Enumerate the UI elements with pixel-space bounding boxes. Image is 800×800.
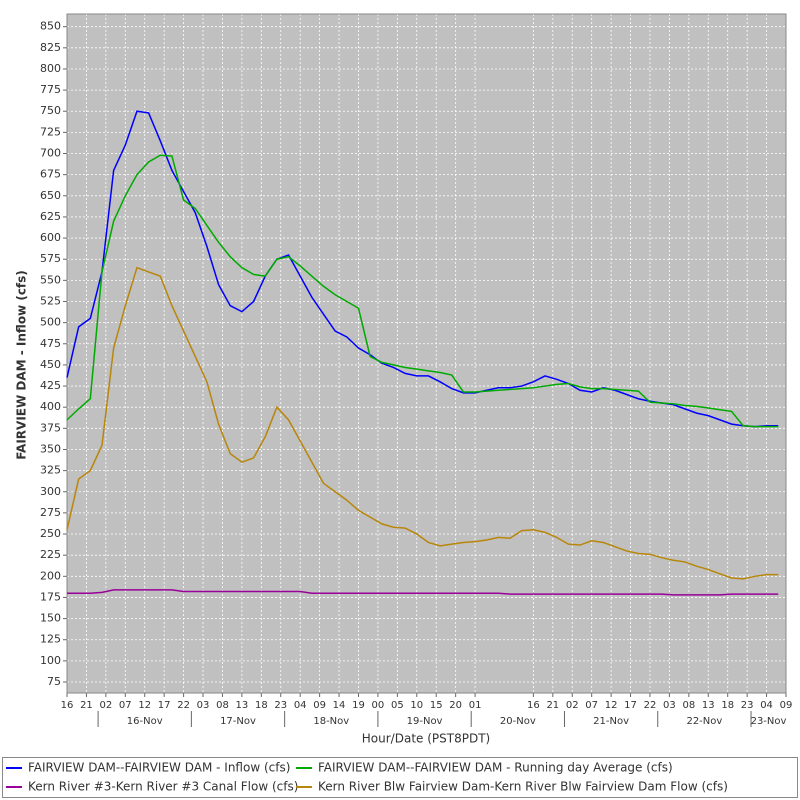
y-tick-label: 325	[40, 464, 61, 477]
date-label: 21-Nov	[593, 716, 629, 727]
y-tick-label: 750	[40, 104, 61, 117]
y-tick-label: 850	[40, 20, 61, 33]
x-tick-label: 07	[585, 700, 598, 711]
x-tick-label: 17	[158, 700, 171, 711]
date-label: 16-Nov	[127, 716, 163, 727]
y-tick-label: 300	[40, 485, 61, 498]
y-axis-title: FAIRVIEW DAM - Inflow (cfs)	[15, 270, 29, 460]
y-tick-label: 425	[40, 379, 61, 392]
x-tick-label: 17	[624, 700, 637, 711]
y-tick-label: 825	[40, 41, 61, 54]
plot-area	[67, 14, 786, 693]
y-tick-label: 775	[40, 83, 61, 96]
x-tick-label: 04	[294, 700, 307, 711]
x-tick-label: 23	[741, 700, 754, 711]
y-tick-label: 575	[40, 252, 61, 265]
x-tick-label: 08	[216, 700, 229, 711]
x-tick-label: 08	[682, 700, 695, 711]
y-tick-label: 700	[40, 147, 61, 160]
x-tick-label: 20	[449, 700, 462, 711]
x-tick-label: 01	[469, 700, 482, 711]
x-tick-label: 09	[313, 700, 326, 711]
x-tick-label: 00	[372, 700, 385, 711]
y-tick-label: 500	[40, 316, 61, 329]
y-tick-label: 275	[40, 506, 61, 519]
y-tick-label: 75	[47, 675, 61, 688]
x-tick-label: 22	[177, 700, 190, 711]
x-tick-label: 22	[644, 700, 657, 711]
y-tick-label: 650	[40, 189, 61, 202]
series-line	[67, 589, 779, 596]
x-tick-label: 09	[780, 700, 793, 711]
x-tick-label: 10	[410, 700, 423, 711]
series-line	[66, 154, 779, 428]
x-tick-label: 03	[197, 700, 210, 711]
x-tick-label: 02	[99, 700, 112, 711]
legend-label: Kern River Blw Fairview Dam-Kern River B…	[318, 780, 728, 794]
y-tick-label: 175	[40, 590, 61, 603]
y-tick-label: 150	[40, 612, 61, 625]
y-tick-label: 225	[40, 548, 61, 561]
y-tick-label: 475	[40, 337, 61, 350]
x-tick-label: 13	[702, 700, 715, 711]
x-tick-label: 13	[236, 700, 249, 711]
y-tick-label: 800	[40, 62, 61, 75]
x-tick-label: 16	[61, 700, 74, 711]
x-tick-label: 23	[274, 700, 287, 711]
x-tick-label: 02	[566, 700, 579, 711]
x-tick-label: 15	[430, 700, 443, 711]
x-tick-label: 12	[138, 700, 151, 711]
y-tick-label: 125	[40, 633, 61, 646]
date-label: 18-Nov	[313, 716, 349, 727]
x-axis-title: Hour/Date (PST8PDT)	[362, 732, 490, 746]
legend	[2, 757, 798, 798]
x-tick-label: 04	[760, 700, 773, 711]
legend-label: FAIRVIEW DAM--FAIRVIEW DAM - Inflow (cfs…	[28, 761, 290, 775]
x-tick-label: 19	[352, 700, 365, 711]
x-tick-label: 18	[255, 700, 268, 711]
y-tick-label: 600	[40, 231, 61, 244]
y-tick-label: 450	[40, 358, 61, 371]
y-tick-label: 675	[40, 168, 61, 181]
x-tick-label: 16	[527, 700, 540, 711]
date-label: 19-Nov	[407, 716, 443, 727]
date-label: 17-Nov	[220, 716, 256, 727]
y-tick-label: 625	[40, 210, 61, 223]
y-tick-label: 200	[40, 569, 61, 582]
series-line	[66, 266, 779, 580]
x-tick-label: 05	[391, 700, 404, 711]
x-tick-label: 21	[546, 700, 559, 711]
legend-label: Kern River #3-Kern River #3 Canal Flow (…	[28, 780, 298, 794]
x-tick-label: 03	[663, 700, 676, 711]
x-tick-label: 12	[605, 700, 618, 711]
x-tick-label: 14	[333, 700, 346, 711]
legend-label: FAIRVIEW DAM--FAIRVIEW DAM - Running day…	[318, 761, 673, 775]
plot-border	[66, 13, 787, 694]
y-tick-label: 350	[40, 442, 61, 455]
date-label: 23-Nov	[751, 716, 787, 727]
y-tick-label: 525	[40, 294, 61, 307]
y-tick-label: 550	[40, 273, 61, 286]
x-tick-label: 07	[119, 700, 132, 711]
y-tick-label: 400	[40, 400, 61, 413]
x-tick-label: 21	[80, 700, 93, 711]
y-tick-label: 725	[40, 125, 61, 138]
date-label: 22-Nov	[686, 716, 722, 727]
x-tick-label: 18	[721, 700, 734, 711]
y-tick-label: 100	[40, 654, 61, 667]
y-tick-label: 375	[40, 421, 61, 434]
y-tick-label: 250	[40, 527, 61, 540]
date-label: 20-Nov	[500, 716, 536, 727]
